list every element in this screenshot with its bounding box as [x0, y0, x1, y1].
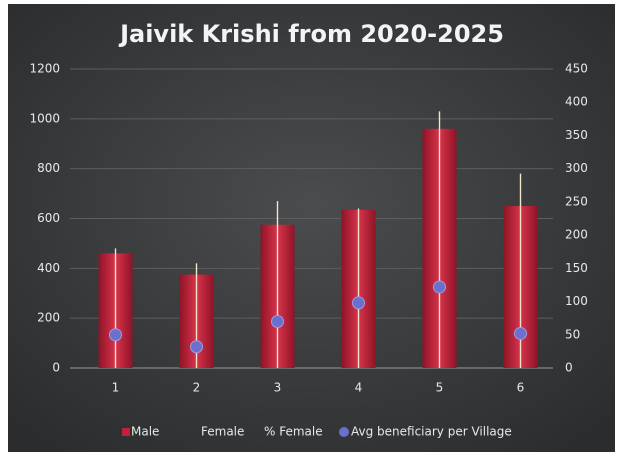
legend-label: % Female — [264, 425, 323, 439]
y2-tick-label: 400 — [565, 95, 588, 109]
y-tick-label: 1200 — [29, 62, 60, 76]
legend-marker — [122, 428, 130, 436]
marker — [433, 280, 446, 294]
marker — [514, 326, 527, 340]
y2-tick-label: 250 — [565, 194, 588, 208]
x-tick-label: 3 — [274, 381, 282, 395]
y2-tick-label: 50 — [565, 327, 580, 341]
y-tick-label: 600 — [37, 211, 60, 225]
bar — [195, 263, 198, 368]
y-tick-label: 0 — [52, 361, 60, 375]
legend-label: Avg beneficiary per Village — [351, 425, 512, 439]
bar — [519, 173, 522, 368]
bar — [114, 248, 117, 368]
x-tick-label: 4 — [355, 381, 363, 395]
marker — [109, 328, 122, 342]
y-tick-label: 800 — [37, 161, 60, 175]
y2-tick-label: 100 — [565, 294, 588, 308]
y2-tick-label: 450 — [565, 62, 588, 76]
x-tick-label: 1 — [112, 381, 120, 395]
marker — [190, 340, 203, 354]
marker — [352, 296, 365, 310]
y2-tick-label: 0 — [565, 361, 573, 375]
legend-label: Male — [131, 425, 159, 439]
bar — [276, 201, 279, 368]
legend-marker — [339, 427, 349, 437]
x-tick-label: 2 — [193, 381, 201, 395]
y2-tick-label: 350 — [565, 128, 588, 142]
y2-tick-label: 300 — [565, 161, 588, 175]
y-tick-label: 200 — [37, 311, 60, 325]
bar — [357, 208, 360, 368]
y2-tick-label: 150 — [565, 261, 588, 275]
chart-title: Jaivik Krishi from 2020-2025 — [118, 20, 504, 48]
y-tick-label: 400 — [37, 261, 60, 275]
x-tick-label: 5 — [436, 381, 444, 395]
marker — [271, 314, 284, 328]
bar — [438, 111, 441, 368]
x-tick-label: 6 — [517, 381, 525, 395]
legend-label: Female — [201, 425, 244, 439]
y2-tick-label: 200 — [565, 228, 588, 242]
y-tick-label: 1000 — [29, 111, 60, 125]
